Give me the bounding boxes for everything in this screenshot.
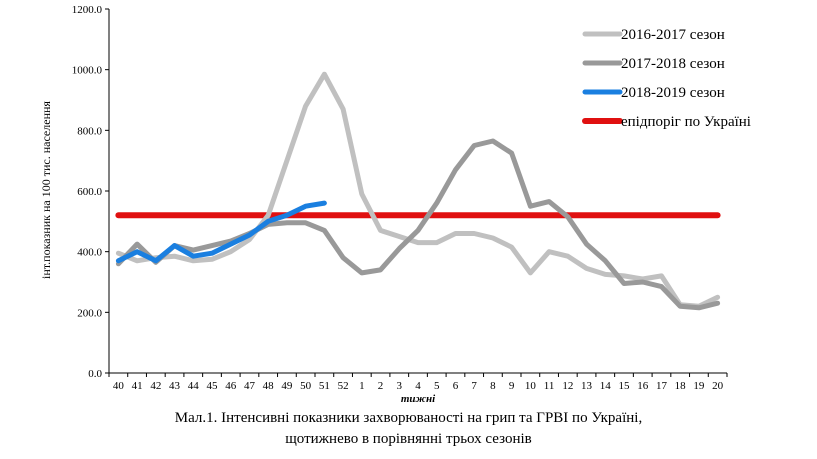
x-tick-label: 15 (619, 380, 631, 392)
x-tick-label: 7 (471, 380, 477, 392)
x-tick-label: 20 (712, 380, 724, 392)
x-tick-label: 1 (359, 380, 365, 392)
legend-label: 2018-2019 сезон (621, 85, 725, 101)
x-tick-label: 42 (150, 380, 161, 392)
y-tick-label: 400.0 (77, 247, 102, 259)
x-tick-label: 50 (300, 380, 312, 392)
x-tick-label: 6 (453, 380, 459, 392)
y-axis-ticks: 0.0 200.0 400.0 600.0 800.0 1000.0 1200.0 (72, 4, 109, 380)
x-tick-label: 18 (675, 380, 687, 392)
x-tick-label: 5 (434, 380, 440, 392)
y-tick-label: 600.0 (77, 186, 102, 198)
y-tick-label: 1200.0 (72, 4, 103, 16)
x-tick-label: 2 (378, 380, 384, 392)
series-line-1 (115, 138, 721, 311)
x-tick-label: 10 (525, 380, 537, 392)
y-axis-label: інт.показник на 100 тис. населення (39, 101, 53, 279)
x-tick-label: 51 (319, 380, 330, 392)
x-tick-label: 13 (581, 380, 593, 392)
x-tick-label: 43 (169, 380, 181, 392)
y-tick-label: 200.0 (77, 307, 102, 319)
x-tick-label: 17 (656, 380, 668, 392)
x-tick-label: 19 (693, 380, 705, 392)
x-tick-label: 52 (338, 380, 349, 392)
series-lines (115, 71, 721, 311)
x-tick-label: 44 (188, 380, 200, 392)
x-tick-label: 12 (562, 380, 573, 392)
x-axis-ticks: 40 41 42 43 44 45 46 47 48 49 50 51 52 1 2 3 4 5 6 7 8 9 10 11 1… (108, 373, 728, 392)
figure-caption-line-2: щотижнево в порівнянні трьох сезонів (285, 431, 532, 447)
x-tick-label: 41 (132, 380, 143, 392)
legend-label: 2017-2018 сезон (621, 56, 725, 72)
x-axis-label: тижні (401, 393, 436, 405)
x-tick-label: 45 (207, 380, 219, 392)
x-tick-label: 9 (509, 380, 515, 392)
x-tick-label: 47 (244, 380, 256, 392)
x-tick-label: 40 (113, 380, 125, 392)
y-tick-label: 800.0 (77, 125, 102, 137)
x-tick-label: 11 (544, 380, 555, 392)
x-tick-label: 46 (225, 380, 237, 392)
x-tick-label: 16 (637, 380, 649, 392)
x-tick-label: 3 (397, 380, 403, 392)
x-tick-label: 8 (490, 380, 496, 392)
legend-label: 2016-2017 сезон (621, 27, 725, 43)
series-line-2 (115, 200, 327, 264)
figure-caption-line-1: Мал.1. Інтенсивні показники захворюванос… (174, 410, 643, 426)
y-tick-label: 1000.0 (72, 65, 103, 77)
x-tick-label: 48 (263, 380, 275, 392)
legend-label: епідпоріг по Україні (621, 114, 751, 130)
x-tick-label: 14 (600, 380, 612, 392)
legend: 2016-2017 сезон 2017-2018 сезон 2018-2019 … (582, 27, 751, 130)
y-tick-label: 0.0 (88, 368, 102, 380)
series-line-0 (115, 71, 721, 309)
x-tick-label: 49 (281, 380, 293, 392)
x-tick-label: 4 (415, 380, 421, 392)
